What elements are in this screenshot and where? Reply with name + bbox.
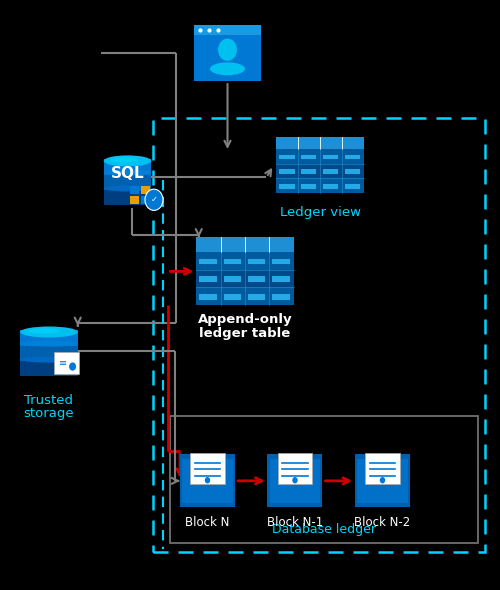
Ellipse shape: [104, 169, 151, 175]
FancyBboxPatch shape: [300, 169, 316, 173]
Text: ✓: ✓: [150, 195, 158, 204]
FancyBboxPatch shape: [196, 237, 294, 306]
FancyBboxPatch shape: [248, 294, 266, 300]
FancyBboxPatch shape: [279, 169, 294, 173]
Text: Database ledger: Database ledger: [272, 523, 376, 536]
Ellipse shape: [110, 158, 137, 162]
FancyBboxPatch shape: [182, 458, 233, 503]
Text: Block N-2: Block N-2: [354, 516, 410, 529]
FancyBboxPatch shape: [190, 453, 224, 484]
FancyBboxPatch shape: [196, 287, 294, 306]
FancyBboxPatch shape: [199, 276, 216, 282]
Text: SQL: SQL: [110, 166, 144, 182]
FancyBboxPatch shape: [300, 184, 316, 188]
FancyBboxPatch shape: [199, 258, 216, 264]
Text: Trusted: Trusted: [24, 394, 74, 407]
FancyBboxPatch shape: [276, 163, 364, 178]
FancyBboxPatch shape: [194, 25, 261, 35]
FancyBboxPatch shape: [322, 169, 338, 173]
Circle shape: [205, 477, 210, 483]
FancyBboxPatch shape: [268, 454, 322, 507]
Circle shape: [380, 477, 385, 483]
Ellipse shape: [104, 155, 151, 166]
FancyBboxPatch shape: [104, 174, 151, 190]
FancyBboxPatch shape: [224, 276, 241, 282]
FancyBboxPatch shape: [357, 458, 408, 503]
FancyBboxPatch shape: [196, 237, 294, 252]
FancyBboxPatch shape: [276, 137, 364, 194]
FancyBboxPatch shape: [355, 454, 410, 507]
Text: Ledger view: Ledger view: [280, 206, 360, 219]
FancyBboxPatch shape: [279, 184, 294, 188]
FancyBboxPatch shape: [276, 137, 364, 149]
Ellipse shape: [20, 340, 78, 346]
FancyBboxPatch shape: [276, 178, 364, 194]
Text: ≡: ≡: [58, 358, 66, 368]
FancyBboxPatch shape: [276, 149, 364, 163]
FancyBboxPatch shape: [248, 258, 266, 264]
Circle shape: [292, 477, 298, 483]
FancyBboxPatch shape: [270, 458, 320, 503]
Text: Block N: Block N: [186, 516, 230, 529]
FancyBboxPatch shape: [194, 25, 261, 81]
Text: ledger table: ledger table: [200, 327, 290, 340]
FancyBboxPatch shape: [272, 258, 290, 264]
Text: Append-only: Append-only: [198, 313, 292, 326]
FancyBboxPatch shape: [20, 360, 78, 376]
Circle shape: [145, 189, 163, 211]
FancyBboxPatch shape: [344, 184, 360, 188]
FancyBboxPatch shape: [344, 169, 360, 173]
FancyBboxPatch shape: [344, 155, 360, 159]
FancyBboxPatch shape: [272, 294, 290, 300]
Circle shape: [69, 362, 76, 371]
FancyBboxPatch shape: [196, 270, 294, 287]
Text: Block N-1: Block N-1: [267, 516, 323, 529]
FancyBboxPatch shape: [54, 352, 78, 373]
FancyBboxPatch shape: [224, 258, 241, 264]
FancyBboxPatch shape: [140, 186, 149, 194]
FancyBboxPatch shape: [104, 159, 151, 175]
Ellipse shape: [28, 329, 60, 333]
FancyBboxPatch shape: [279, 155, 294, 159]
FancyBboxPatch shape: [300, 155, 316, 159]
Ellipse shape: [20, 356, 78, 363]
FancyBboxPatch shape: [180, 454, 235, 507]
FancyBboxPatch shape: [272, 276, 290, 282]
Ellipse shape: [210, 63, 245, 76]
FancyBboxPatch shape: [322, 184, 338, 188]
FancyBboxPatch shape: [278, 453, 312, 484]
FancyBboxPatch shape: [199, 294, 216, 300]
FancyBboxPatch shape: [224, 294, 241, 300]
FancyBboxPatch shape: [248, 276, 266, 282]
FancyBboxPatch shape: [130, 195, 139, 204]
FancyBboxPatch shape: [20, 330, 78, 346]
Ellipse shape: [20, 326, 78, 337]
FancyBboxPatch shape: [140, 195, 149, 204]
Text: storage: storage: [24, 407, 74, 420]
FancyBboxPatch shape: [196, 252, 294, 270]
Circle shape: [218, 38, 237, 61]
Ellipse shape: [104, 185, 151, 192]
FancyBboxPatch shape: [20, 345, 78, 361]
FancyBboxPatch shape: [104, 189, 151, 205]
FancyBboxPatch shape: [322, 155, 338, 159]
FancyBboxPatch shape: [366, 453, 400, 484]
FancyBboxPatch shape: [130, 186, 139, 194]
